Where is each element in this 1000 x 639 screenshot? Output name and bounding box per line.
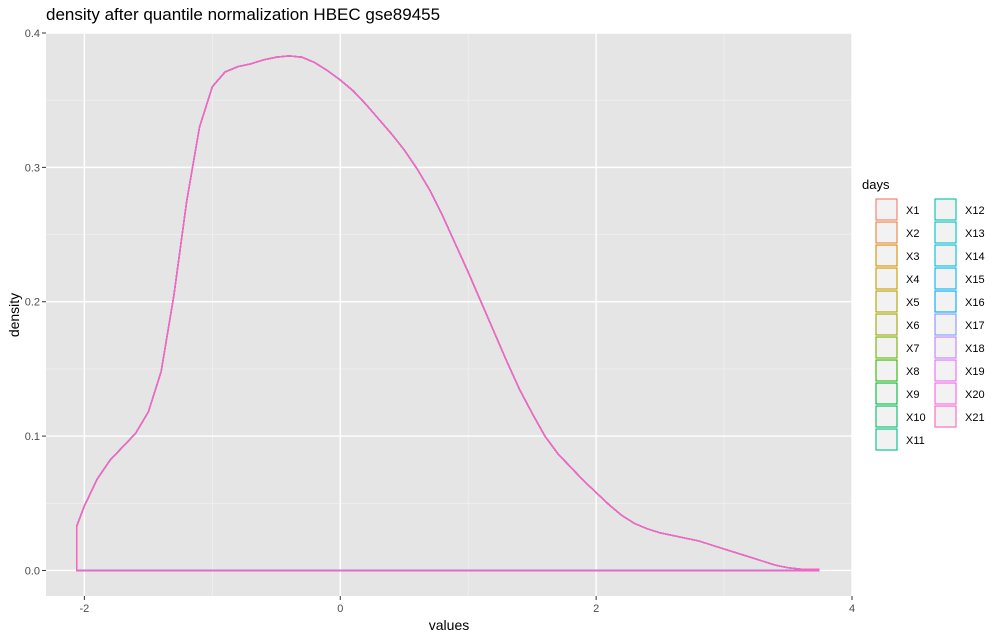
legend-label: X14 [965,251,985,263]
x-tick-label: -2 [79,603,89,615]
legend-item-x5: X5 [875,290,919,313]
legend-key [875,405,898,428]
legend-key [875,428,898,451]
legend-item-x3: X3 [875,244,919,267]
legend-key [875,221,898,244]
legend-key [875,267,898,290]
legend-item-x4: X4 [875,267,919,290]
legend-label: X6 [906,320,919,332]
legend-label: X4 [906,274,919,286]
legend-item-x12: X12 [934,198,985,221]
legend-label: X12 [965,205,985,217]
legend-label: X15 [965,274,985,286]
x-axis-ticks: -2 0 2 4 [79,596,855,615]
legend-item-x16: X16 [934,290,985,313]
legend-label: X10 [906,412,926,424]
legend-item-x1: X1 [875,198,919,221]
legend-key [934,405,957,428]
legend-key [875,382,898,405]
legend-label: X5 [906,297,919,309]
legend-key [934,221,957,244]
y-tick-label: 0.2 [25,297,40,309]
legend-item-x8: X8 [875,359,919,382]
legend-item-x7: X7 [875,336,919,359]
legend-key [934,382,957,405]
legend-key [934,267,957,290]
legend-item-x18: X18 [934,336,985,359]
y-axis-title: density [6,293,22,337]
legend-item-x6: X6 [875,313,919,336]
minor-gridlines [46,33,852,596]
legend-label: X21 [965,412,985,424]
legend-title: days [862,177,890,192]
legend-item-x10: X10 [875,405,926,428]
legend-item-x11: X11 [875,428,925,451]
legend-label: X13 [965,228,985,240]
legend: days X1 X2 X3 X4 X5 X6 X7 X8 X9 X10 X11 X12 X13 X14 X1… [862,177,985,451]
legend-key [875,198,898,221]
legend-label: X9 [906,389,919,401]
legend-key [875,336,898,359]
x-tick-label: 0 [337,603,343,615]
legend-label: X7 [906,343,919,355]
legend-key [875,313,898,336]
legend-key [875,290,898,313]
legend-item-x20: X20 [934,382,985,405]
legend-key [934,359,957,382]
x-tick-label: 4 [849,603,855,615]
density-curves [76,55,820,572]
legend-label: X19 [965,366,985,378]
legend-key [934,290,957,313]
legend-item-x19: X19 [934,359,985,382]
legend-item-x21: X21 [934,405,985,428]
legend-label: X18 [965,343,985,355]
x-tick-label: 2 [593,603,599,615]
legend-label: X17 [965,320,985,332]
legend-item-x14: X14 [934,244,985,267]
legend-item-x9: X9 [875,382,919,405]
plot-panel [46,33,852,596]
legend-key [934,244,957,267]
legend-label: X8 [906,366,919,378]
legend-label: X16 [965,297,985,309]
legend-label: X11 [906,435,925,447]
legend-label: X3 [906,251,919,263]
y-tick-label: 0.4 [25,28,40,40]
legend-item-x17: X17 [934,313,985,336]
chart-title: density after quantile normalization HBE… [46,5,440,24]
legend-key [934,313,957,336]
density-curve-x21 [76,55,820,572]
legend-key [875,359,898,382]
legend-key [934,336,957,359]
y-tick-label: 0.1 [25,431,40,443]
legend-label: X20 [965,389,985,401]
legend-label: X1 [906,205,919,217]
y-tick-label: 0.3 [25,162,40,174]
legend-label: X2 [906,228,919,240]
legend-key [934,198,957,221]
legend-item-x2: X2 [875,221,919,244]
y-axis-ticks: 0.0 0.1 0.2 0.3 0.4 [25,28,46,577]
legend-item-x15: X15 [934,267,985,290]
legend-item-x13: X13 [934,221,985,244]
legend-key [875,244,898,267]
y-tick-label: 0.0 [25,565,40,577]
x-axis-title: values [429,617,469,633]
